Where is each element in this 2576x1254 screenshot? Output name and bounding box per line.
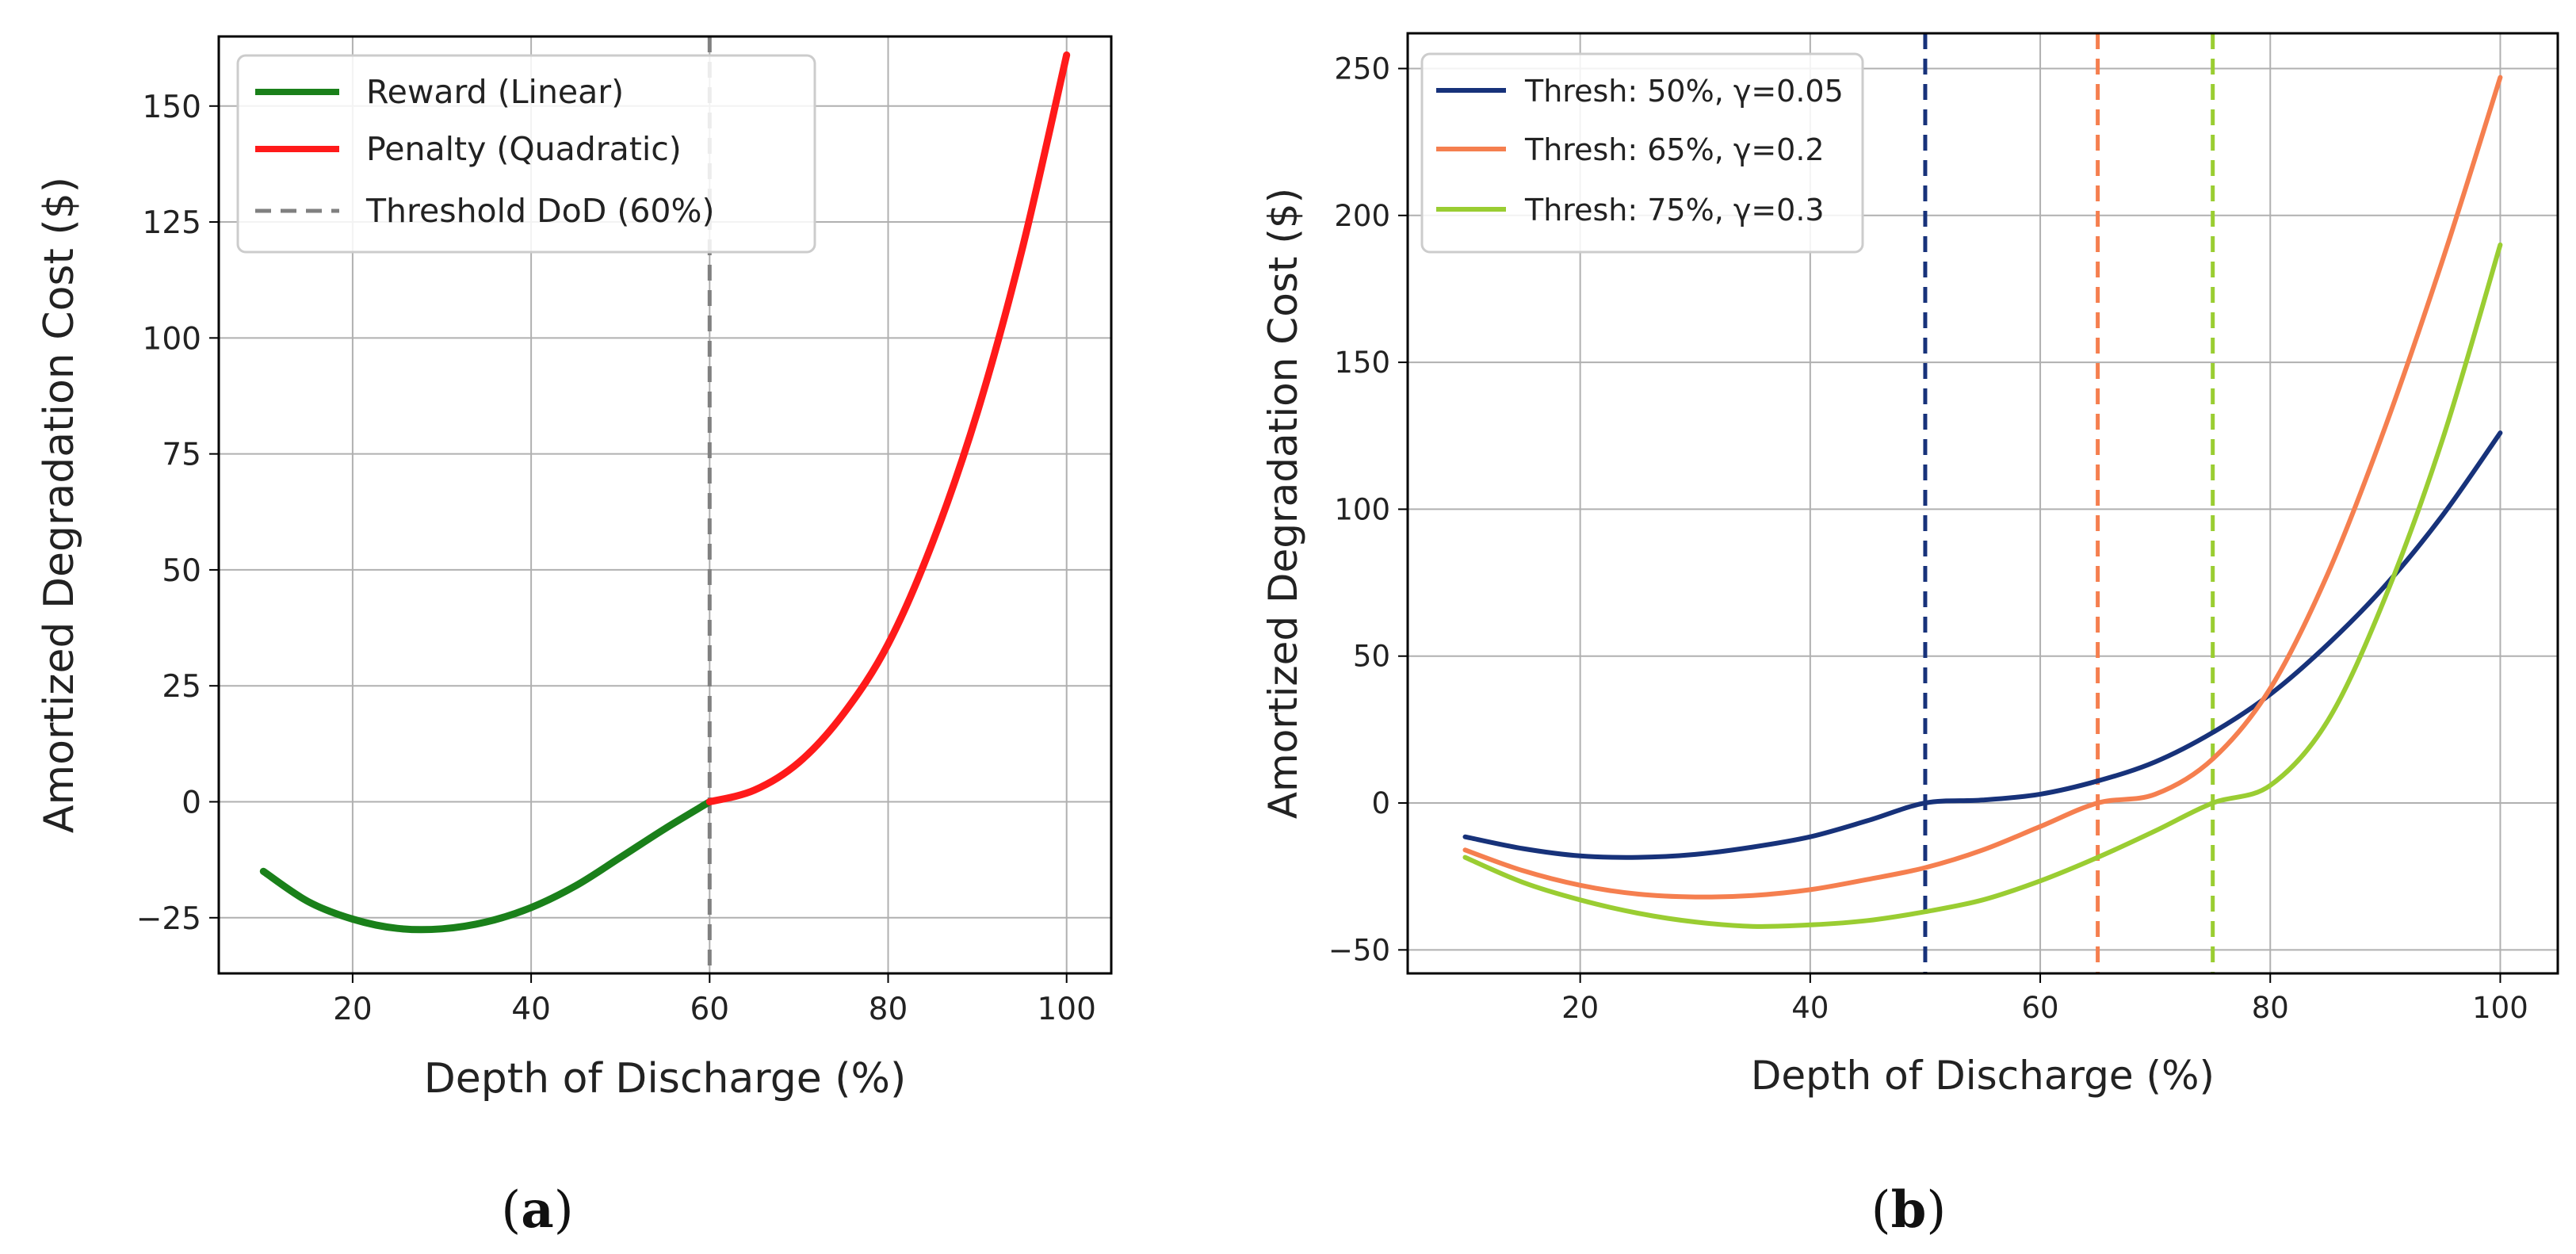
chart-a-x-axis-label: Depth of Discharge (%)	[424, 1055, 907, 1103]
chart-a-caption-letter: a	[521, 1180, 553, 1240]
chart-b-y-axis-label: Amortized Degradation Cost ($)	[1260, 188, 1306, 819]
tick-label-y: 125	[143, 205, 201, 241]
legend-label-thresh-50: Thresh: 50%, γ=0.05	[1524, 74, 1844, 109]
legend-label-threshold: Threshold DoD (60%)	[365, 192, 714, 230]
tick-label-y: 150	[1334, 346, 1390, 380]
tick-label-y: −50	[1328, 933, 1390, 967]
chart-b-caption: (b)	[1871, 1180, 1947, 1240]
tick-label-x: 60	[2022, 991, 2059, 1025]
chart-a-legend: Reward (Linear) Penalty (Quadratic) Thre…	[236, 54, 816, 254]
chart-b-series-group	[1462, 75, 2503, 929]
chart-b-legend: Thresh: 50%, γ=0.05 Thresh: 65%, γ=0.2 T…	[1420, 52, 1864, 254]
chart-a-series-group	[259, 51, 1071, 934]
legend-label-penalty: Penalty (Quadratic)	[366, 130, 682, 168]
legend-label-reward: Reward (Linear)	[366, 73, 624, 111]
chart-a-frame	[217, 35, 1113, 975]
legend-label-thresh-75: Thresh: 75%, γ=0.3	[1524, 193, 1825, 227]
legend-label-thresh-65: Thresh: 65%, γ=0.2	[1524, 132, 1825, 167]
chart-b-legend-box	[1420, 52, 1864, 254]
tick-label-x: 100	[1037, 992, 1095, 1027]
chart-a: 20 40 60 80 100 −25 0 25 50 75 100 125 150 Depth of …	[36, 35, 1113, 1240]
series-line-reward	[259, 798, 713, 934]
tick-label-x: 40	[1791, 991, 1829, 1025]
tick-label-x: 80	[2252, 991, 2289, 1025]
series-line-thresh-50	[1462, 430, 2503, 860]
chart-b: 20 40 60 80 100 −50 0 50 100 150 200 250 Depth of D…	[1260, 32, 2559, 1240]
tick-label-y: 200	[1334, 199, 1390, 233]
tick-label-x: 80	[869, 992, 908, 1027]
tick-label-x: 20	[1561, 991, 1599, 1025]
tick-label-y: 50	[1353, 640, 1390, 674]
series-line-thresh-75	[1462, 242, 2503, 929]
series-line-penalty	[705, 51, 1071, 805]
tick-label-y: 25	[162, 669, 201, 705]
tick-label-y: 100	[143, 321, 201, 357]
chart-b-threshold-group	[1923, 33, 2215, 973]
tick-label-x: 20	[333, 992, 373, 1027]
chart-b-frame	[1406, 32, 2559, 975]
tick-label-y: 75	[162, 438, 201, 473]
chart-a-legend-box	[236, 54, 816, 254]
chart-b-caption-letter: b	[1891, 1180, 1927, 1240]
tick-label-y: 100	[1334, 492, 1390, 526]
tick-label-y: 150	[143, 90, 201, 125]
chart-a-caption: (a)	[501, 1180, 573, 1240]
tick-label-x: 100	[2472, 991, 2528, 1025]
tick-label-x: 60	[690, 992, 729, 1027]
chart-b-ticks: 20 40 60 80 100 −50 0 50 100 150 200 250	[1328, 52, 2528, 1025]
tick-label-y: −25	[136, 901, 201, 937]
tick-label-y: 250	[1334, 52, 1390, 86]
tick-label-y: 0	[1371, 786, 1390, 820]
chart-a-y-axis-label: Amortized Degradation Cost ($)	[36, 177, 83, 833]
tick-label-y: 50	[162, 553, 201, 589]
tick-label-y: 0	[182, 785, 201, 820]
series-line-thresh-65	[1462, 75, 2503, 900]
tick-label-x: 40	[511, 992, 551, 1027]
chart-a-ticks: 20 40 60 80 100 −25 0 25 50 75 100 125 150	[136, 90, 1096, 1027]
chart-b-x-axis-label: Depth of Discharge (%)	[1751, 1053, 2215, 1099]
